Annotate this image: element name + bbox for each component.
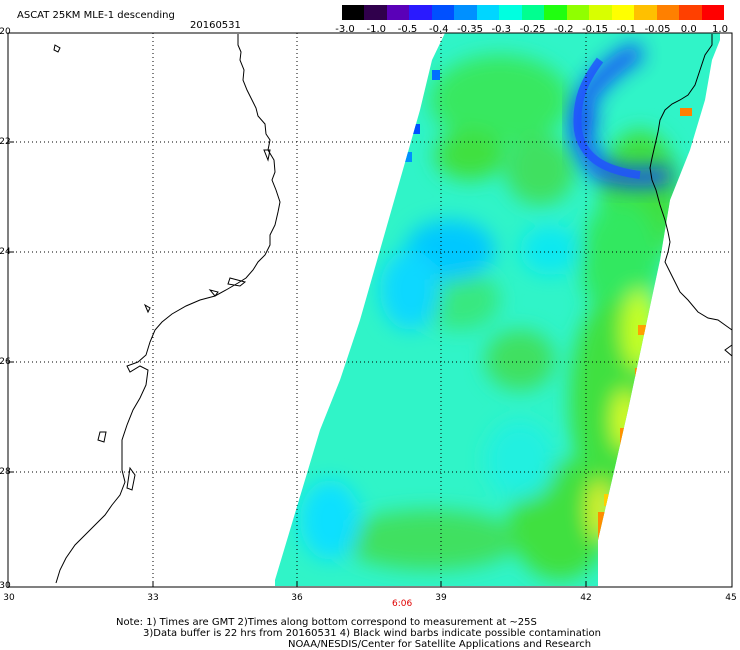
colorbar-swatch: [589, 5, 612, 20]
colorbar-label: -0.05: [644, 24, 671, 35]
grid-lines: [8, 33, 732, 587]
colorbar-label: -3.0: [335, 24, 355, 35]
colorbar-label: -1.0: [366, 24, 387, 35]
colorbar-label: -0.25: [519, 24, 546, 35]
colorbar-label: -0.3: [491, 24, 512, 35]
lon-label: 42: [580, 593, 592, 603]
colorbar-label: -0.4: [428, 24, 449, 35]
lon-label: 33: [147, 593, 159, 603]
colorbar-label: 0.0: [680, 24, 697, 35]
lat-label: -20: [0, 27, 11, 37]
colorbar-swatch: [634, 5, 657, 20]
coastline: [53, 34, 281, 584]
colorbar-swatch: [342, 5, 365, 20]
colorbar-swatch: [521, 5, 545, 20]
lat-label: -30: [0, 581, 11, 591]
product-title: ASCAT 25KM MLE-1 descending: [17, 10, 175, 21]
lon-label: 39: [435, 593, 447, 603]
colorbar-swatch: [566, 5, 590, 20]
colorbar-swatch: [476, 5, 500, 20]
colorbar-swatch: [544, 5, 567, 20]
colorbar-swatch: [364, 5, 387, 20]
colorbar-label: -0.1: [616, 24, 637, 35]
colorbar-label: -0.5: [397, 24, 418, 35]
note-line-2: 3)Data buffer is 22 hrs from 20160531 4)…: [143, 628, 601, 639]
colorbar-swatch: [499, 5, 522, 20]
colorbar-swatch: [656, 5, 680, 20]
madagascar-coastline: [649, 34, 733, 357]
colorbar-swatch: [611, 5, 635, 20]
lat-label: -26: [0, 357, 11, 367]
colorbar-label: -0.35: [457, 24, 483, 35]
map-frame: [7, 32, 733, 588]
lon-label: 45: [725, 593, 737, 603]
note-line-1: Note: 1) Times are GMT 2)Times along bot…: [116, 617, 537, 628]
colorbar-swatch: [454, 5, 477, 20]
colorbar-swatch: [679, 5, 702, 20]
colorbar-swatch: [701, 5, 724, 20]
colorbar-label: -0.2: [553, 24, 574, 35]
note-line-3: NOAA/NESDIS/Center for Satellite Applica…: [288, 639, 592, 650]
measurement-time: 6:06: [392, 599, 413, 609]
lon-label: 36: [291, 593, 303, 603]
lat-label: -22: [0, 137, 11, 147]
colorbar-label: -0.15: [582, 24, 608, 35]
colorbar-label: 1.0: [712, 24, 728, 35]
colorbar-swatch: [386, 5, 410, 20]
lat-label: -24: [0, 247, 11, 257]
ascat-data-swath: [275, 33, 720, 586]
product-date: 20160531: [190, 20, 241, 31]
axis-ticks: [8, 141, 587, 587]
colorbar-swatch: [409, 5, 432, 20]
colorbar: [342, 5, 724, 20]
lon-label: 30: [3, 593, 15, 603]
lat-label: -28: [0, 467, 11, 477]
colorbar-swatch: [431, 5, 455, 20]
